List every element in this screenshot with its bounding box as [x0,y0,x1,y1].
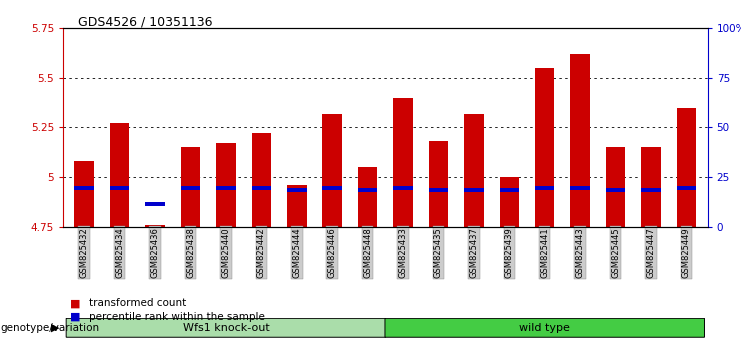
Text: genotype/variation: genotype/variation [0,323,99,333]
Bar [145,224,165,227]
Bar [606,147,625,227]
Bar [677,186,696,190]
Bar [216,143,236,227]
Bar [110,186,130,190]
Text: GDS4526 / 10351136: GDS4526 / 10351136 [78,16,213,29]
Bar [429,188,448,192]
Bar [499,177,519,227]
Bar [75,186,94,190]
Bar [216,186,236,190]
Bar [464,188,484,192]
Text: GSM825441: GSM825441 [540,227,549,278]
Bar [287,188,307,192]
Bar [287,185,307,227]
FancyBboxPatch shape [385,318,705,337]
Text: GSM825439: GSM825439 [505,227,514,278]
Bar [322,114,342,227]
Bar [606,188,625,192]
FancyBboxPatch shape [66,318,385,337]
Text: GSM825442: GSM825442 [257,227,266,278]
Text: GSM825435: GSM825435 [434,227,443,278]
Bar [181,186,200,190]
Bar [641,188,661,192]
Text: GSM825447: GSM825447 [646,227,656,278]
Bar [429,141,448,227]
Bar [464,114,484,227]
Text: ▶: ▶ [51,323,59,333]
Bar [75,161,94,227]
Text: GSM825448: GSM825448 [363,227,372,278]
Bar [571,186,590,190]
Text: GSM825436: GSM825436 [150,227,159,278]
Text: Wfs1 knock-out: Wfs1 knock-out [182,323,269,333]
Text: GSM825437: GSM825437 [469,227,479,278]
Bar [181,147,200,227]
Text: GSM825445: GSM825445 [611,227,620,278]
Bar [252,186,271,190]
Text: GSM825446: GSM825446 [328,227,336,278]
Text: GSM825444: GSM825444 [292,227,302,278]
Text: wild type: wild type [519,323,570,333]
Text: GSM825440: GSM825440 [222,227,230,278]
Text: percentile rank within the sample: percentile rank within the sample [89,312,265,322]
Text: ■: ■ [70,298,81,308]
Bar [322,186,342,190]
Text: GSM825433: GSM825433 [399,227,408,278]
Bar [677,108,696,227]
Bar [145,202,165,206]
Bar [499,188,519,192]
Text: transformed count: transformed count [89,298,186,308]
Bar [571,54,590,227]
Bar [358,188,377,192]
Bar [110,124,130,227]
Bar [358,167,377,227]
Bar [641,147,661,227]
Text: GSM825432: GSM825432 [80,227,89,278]
Bar [252,133,271,227]
Text: ■: ■ [70,312,81,322]
Bar [393,98,413,227]
Bar [393,186,413,190]
Text: GSM825449: GSM825449 [682,227,691,278]
Text: GSM825443: GSM825443 [576,227,585,278]
Bar [535,186,554,190]
Bar [535,68,554,227]
Text: GSM825434: GSM825434 [115,227,124,278]
Text: GSM825438: GSM825438 [186,227,195,278]
